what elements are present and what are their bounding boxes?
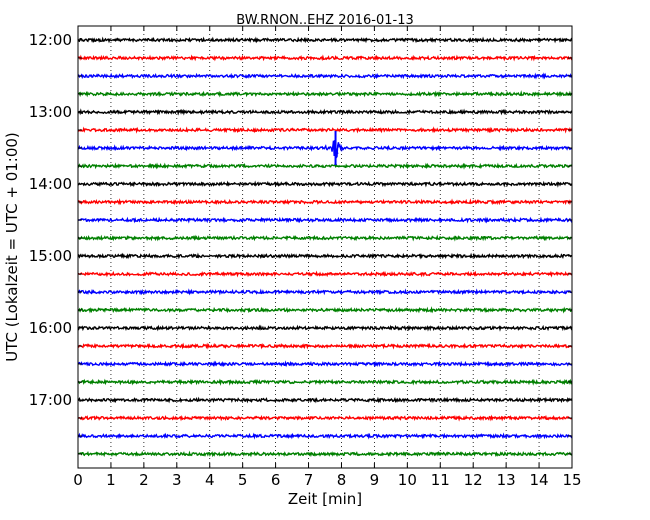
event-spike-core-0	[332, 141, 339, 155]
x-tick-label-14: 14	[530, 471, 549, 489]
trace-1745	[77, 450, 573, 458]
x-tick-label-1: 1	[106, 471, 116, 489]
y-tick-label-3: 15:00	[29, 247, 72, 265]
trace-1700	[77, 396, 573, 404]
trace-1215	[77, 54, 573, 62]
traces	[77, 36, 573, 458]
trace-1300	[77, 108, 573, 116]
trace-1600	[77, 324, 573, 332]
trace-1715	[77, 414, 573, 422]
x-axis-label: Zeit [min]	[288, 490, 362, 508]
x-tick-label-10: 10	[398, 471, 417, 489]
x-tick-label-11: 11	[431, 471, 450, 489]
trace-1430	[77, 216, 573, 224]
x-tick-label-13: 13	[497, 471, 516, 489]
trace-1645	[77, 378, 573, 386]
x-tick-label-0: 0	[73, 471, 83, 489]
y-axis-label: UTC (Lokalzeit = UTC + 01:00)	[3, 132, 21, 362]
trace-1330	[77, 140, 573, 159]
trace-1230	[77, 72, 573, 80]
x-tick-label-8: 8	[337, 471, 347, 489]
y-tick-label-0: 12:00	[29, 31, 72, 49]
trace-1545	[77, 306, 573, 314]
trace-1615	[77, 342, 573, 350]
trace-1630	[77, 360, 573, 368]
x-axis-ticks: 0 1 2 3 4 5 6 7 8 9 10 11 12 13 14 15	[73, 26, 582, 489]
x-tick-label-15: 15	[562, 471, 581, 489]
plot-frame	[77, 25, 573, 469]
x-tick-label-9: 9	[370, 471, 380, 489]
x-tick-label-7: 7	[304, 471, 314, 489]
trace-1315	[77, 126, 573, 134]
x-tick-label-3: 3	[172, 471, 182, 489]
trace-1200	[77, 36, 573, 44]
x-tick-label-2: 2	[139, 471, 149, 489]
y-axis-ticks: 12:00 13:00 14:00 15:00 16:00 17:00	[29, 31, 572, 455]
trace-1345	[77, 162, 573, 170]
x-tick-label-4: 4	[205, 471, 215, 489]
trace-1245	[77, 90, 573, 98]
chart-title: BW.RNON..EHZ 2016-01-13	[236, 13, 414, 28]
y-tick-label-5: 17:00	[29, 391, 72, 409]
y-tick-label-2: 14:00	[29, 175, 72, 193]
y-tick-label-1: 13:00	[29, 103, 72, 121]
x-tick-label-6: 6	[271, 471, 281, 489]
trace-1400	[77, 180, 573, 188]
x-tick-label-5: 5	[238, 471, 248, 489]
y-tick-label-4: 16:00	[29, 319, 72, 337]
trace-1500	[77, 252, 573, 260]
trace-1415	[77, 198, 573, 206]
grid-lines	[110, 26, 540, 468]
trace-1515	[77, 270, 573, 278]
trace-1530	[77, 288, 573, 296]
trace-1445	[77, 234, 573, 242]
x-tick-label-12: 12	[464, 471, 483, 489]
trace-1730	[77, 432, 573, 440]
